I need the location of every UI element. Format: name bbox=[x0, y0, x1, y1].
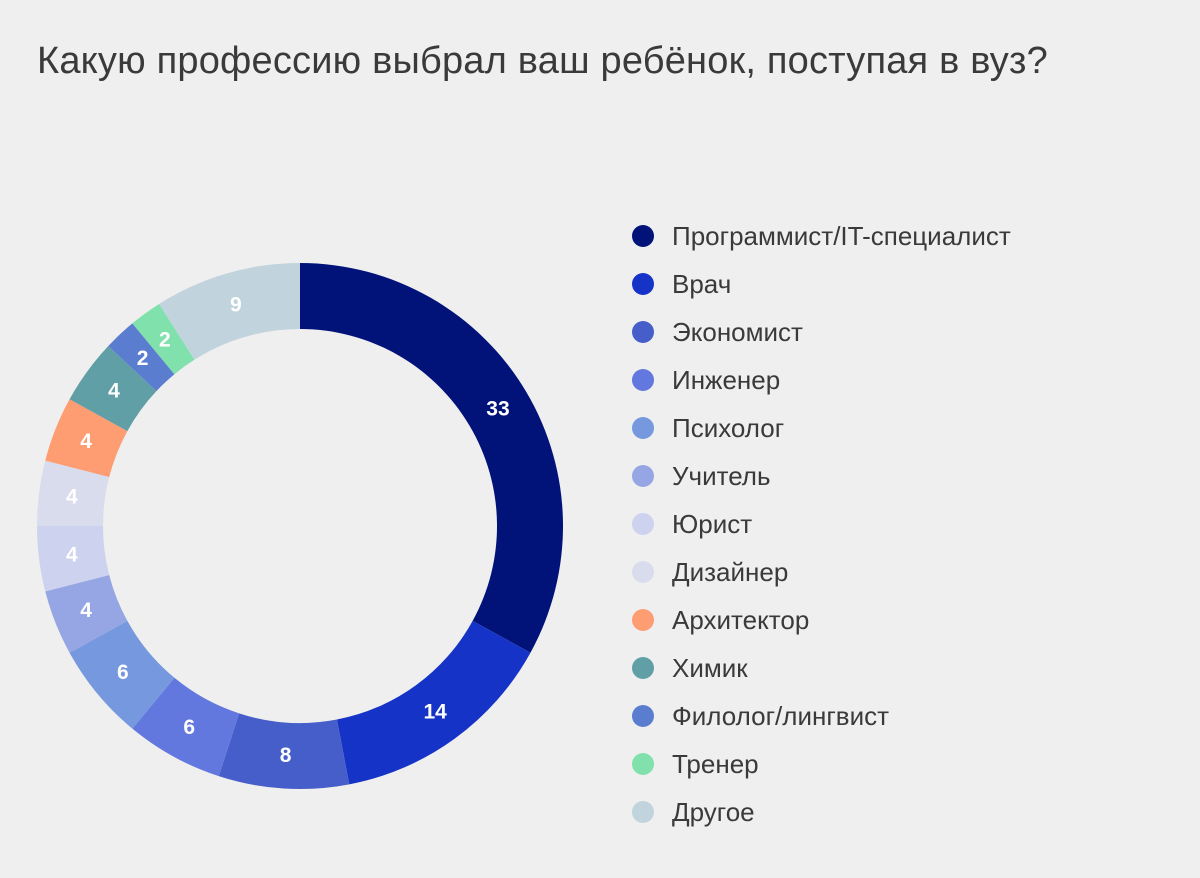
slice-value-label-12: 2 bbox=[159, 328, 171, 351]
legend-swatch bbox=[632, 561, 654, 583]
legend-item-11: Филолог/лингвист bbox=[632, 692, 1011, 740]
donut-slice-7 bbox=[37, 526, 110, 592]
legend-swatch bbox=[632, 609, 654, 631]
legend-label: Другое bbox=[672, 796, 755, 827]
legend-swatch bbox=[632, 657, 654, 679]
donut-slice-11 bbox=[108, 323, 175, 392]
legend-label: Дизайнер bbox=[672, 556, 789, 587]
legend-swatch bbox=[632, 801, 654, 823]
donut-slice-2 bbox=[336, 620, 531, 785]
legend-label: Филолог/лингвист bbox=[672, 700, 890, 731]
legend-swatch bbox=[632, 753, 654, 775]
legend-swatch bbox=[632, 273, 654, 295]
slice-value-label-11: 2 bbox=[137, 347, 149, 370]
chart-title: Какую профессию выбрал ваш ребёнок, пост… bbox=[37, 40, 1048, 82]
donut-slice-12 bbox=[132, 303, 195, 375]
donut-slice-1 bbox=[300, 263, 563, 653]
legend-label: Тренер bbox=[672, 748, 759, 779]
legend-label: Учитель bbox=[672, 460, 771, 491]
legend-swatch bbox=[632, 321, 654, 343]
legend-item-7: Юрист bbox=[632, 500, 1011, 548]
legend: Программист/IT-специалист Врач Экономист Ин… bbox=[632, 212, 1011, 836]
legend-label: Юрист bbox=[672, 508, 753, 539]
donut-slice-10 bbox=[69, 345, 157, 432]
donut-slice-9 bbox=[45, 399, 128, 478]
legend-item-1: Программист/IT-специалист bbox=[632, 212, 1011, 260]
donut-slice-8 bbox=[37, 460, 110, 526]
slice-value-label-3: 8 bbox=[280, 744, 292, 767]
donut-slice-5 bbox=[69, 620, 175, 729]
donut-slice-13 bbox=[159, 263, 300, 360]
legend-swatch bbox=[632, 225, 654, 247]
legend-item-9: Архитектор bbox=[632, 596, 1011, 644]
legend-item-8: Дизайнер bbox=[632, 548, 1011, 596]
legend-item-10: Химик bbox=[632, 644, 1011, 692]
slice-value-label-2: 14 bbox=[424, 701, 448, 724]
legend-swatch bbox=[632, 465, 654, 487]
legend-item-3: Экономист bbox=[632, 308, 1011, 356]
legend-label: Инженер bbox=[672, 364, 781, 395]
legend-label: Химик bbox=[672, 652, 748, 683]
donut-slice-4 bbox=[132, 677, 240, 777]
legend-item-4: Инженер bbox=[632, 356, 1011, 404]
legend-label: Программист/IT-специалист bbox=[672, 220, 1011, 251]
legend-swatch bbox=[632, 369, 654, 391]
legend-swatch bbox=[632, 705, 654, 727]
donut-slice-6 bbox=[45, 574, 128, 653]
slice-value-label-10: 4 bbox=[108, 379, 120, 402]
slice-value-label-13: 9 bbox=[230, 294, 242, 317]
legend-item-13: Другое bbox=[632, 788, 1011, 836]
legend-item-5: Психолог bbox=[632, 404, 1011, 452]
legend-item-2: Врач bbox=[632, 260, 1011, 308]
legend-label: Врач bbox=[672, 268, 732, 299]
slice-value-label-5: 6 bbox=[117, 661, 129, 684]
slice-value-label-9: 4 bbox=[80, 430, 92, 453]
slice-value-label-7: 4 bbox=[66, 543, 78, 566]
slice-value-label-8: 4 bbox=[66, 486, 78, 509]
legend-item-12: Тренер bbox=[632, 740, 1011, 788]
donut-slices bbox=[37, 263, 563, 789]
slice-value-label-1: 33 bbox=[486, 397, 509, 420]
legend-label: Психолог bbox=[672, 412, 785, 443]
slice-value-label-6: 4 bbox=[80, 599, 92, 622]
slice-value-label-4: 6 bbox=[183, 716, 195, 739]
legend-swatch bbox=[632, 417, 654, 439]
legend-label: Экономист bbox=[672, 316, 803, 347]
legend-label: Архитектор bbox=[672, 604, 810, 635]
donut-slice-3 bbox=[218, 713, 350, 789]
legend-swatch bbox=[632, 513, 654, 535]
legend-item-6: Учитель bbox=[632, 452, 1011, 500]
